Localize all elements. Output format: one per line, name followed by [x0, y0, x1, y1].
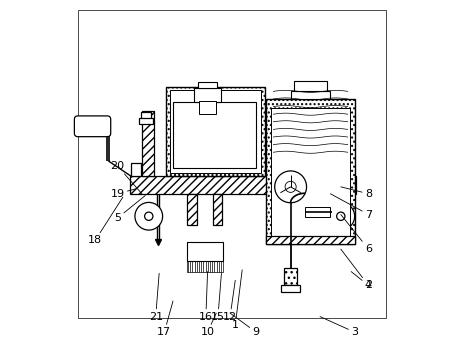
- Bar: [213, 194, 222, 225]
- Text: 9: 9: [230, 313, 260, 337]
- Text: 2: 2: [351, 272, 372, 290]
- Text: 19: 19: [110, 189, 137, 199]
- Bar: [187, 242, 223, 261]
- Bar: [291, 91, 330, 99]
- Bar: [305, 207, 330, 217]
- Text: 21: 21: [149, 273, 163, 321]
- Text: 15: 15: [211, 273, 225, 321]
- Bar: [131, 163, 141, 176]
- Bar: [173, 102, 256, 168]
- Bar: [266, 99, 355, 244]
- Circle shape: [285, 181, 296, 192]
- Text: 3: 3: [320, 317, 358, 337]
- Text: 4: 4: [341, 249, 372, 290]
- Text: 12: 12: [223, 280, 237, 321]
- Bar: [198, 82, 217, 88]
- Circle shape: [327, 202, 355, 230]
- Text: 1: 1: [232, 270, 242, 330]
- Bar: [166, 86, 264, 176]
- Text: 8: 8: [341, 187, 372, 199]
- Bar: [142, 111, 154, 176]
- Text: 18: 18: [88, 197, 123, 245]
- Circle shape: [145, 212, 153, 220]
- Bar: [199, 101, 216, 114]
- Bar: [141, 112, 151, 119]
- Text: 17: 17: [157, 301, 173, 337]
- Text: 5: 5: [114, 195, 146, 223]
- Bar: [130, 176, 356, 194]
- Circle shape: [275, 171, 307, 203]
- Bar: [78, 10, 386, 318]
- Bar: [139, 118, 153, 124]
- FancyBboxPatch shape: [74, 116, 111, 137]
- Text: 7: 7: [330, 194, 372, 219]
- Bar: [271, 108, 350, 239]
- Circle shape: [337, 212, 345, 220]
- Bar: [194, 88, 221, 102]
- Text: 6: 6: [341, 215, 372, 254]
- Bar: [170, 90, 261, 173]
- Bar: [266, 236, 355, 244]
- Text: 16: 16: [199, 272, 213, 321]
- Text: 10: 10: [201, 313, 216, 337]
- Circle shape: [135, 202, 163, 230]
- Text: 20: 20: [110, 161, 142, 194]
- Bar: [294, 81, 327, 91]
- Bar: [281, 285, 300, 292]
- Bar: [187, 261, 223, 272]
- Bar: [187, 194, 197, 225]
- Bar: [284, 268, 297, 285]
